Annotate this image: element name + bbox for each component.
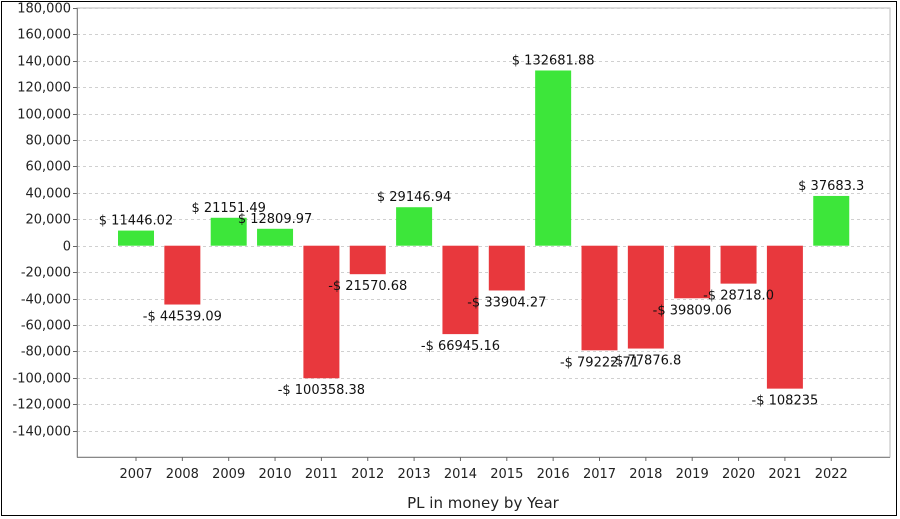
bar-2013 (396, 207, 433, 246)
y-tick-label: -20,000 (21, 266, 71, 281)
bar-2016 (535, 70, 572, 246)
data-label-2018: -$ 77876.8 (610, 354, 681, 369)
data-labels: $ 11446.02 -$ 44539.09 $ 21151.49$ 12809.9… (99, 53, 865, 408)
data-label-2009: $ 21151.49 (191, 201, 265, 216)
y-tick-label: -100,000 (13, 372, 71, 387)
data-label-2013: $ 29146.94 (377, 190, 451, 205)
y-tick-label: 20,000 (26, 213, 72, 228)
x-tick-label: 2022 (815, 467, 848, 482)
data-label-2010: $ 12809.97 (238, 212, 312, 227)
data-label-2016: $ 132681.88 (512, 53, 595, 68)
x-axis-title: PL in money by Year (407, 494, 560, 512)
bar-2020 (720, 245, 757, 284)
x-tick-label: 2013 (398, 467, 431, 482)
y-tick-label: 160,000 (17, 28, 71, 43)
x-tick-label: 2007 (119, 467, 152, 482)
data-label-2022: $ 37683.3 (798, 179, 864, 194)
data-label-2021: -$ 108235 (752, 394, 819, 409)
data-label-2011: -$ 100358.38 (278, 383, 365, 398)
y-tick-label: 60,000 (26, 160, 72, 175)
bar-2022 (813, 195, 850, 246)
x-tick-label: 2018 (629, 467, 662, 482)
bar-2008 (164, 245, 201, 305)
y-tick-label: 140,000 (17, 55, 71, 70)
y-tick-label: -80,000 (21, 345, 71, 360)
x-tick-label: 2019 (676, 467, 709, 482)
plot-area (76, 7, 891, 458)
grid-lines (76, 7, 891, 458)
data-label-2012: -$ 21570.68 (328, 279, 407, 294)
y-tick-label: -120,000 (13, 398, 71, 413)
bar-2021 (766, 245, 803, 389)
y-tick-label: 180,000 (17, 2, 71, 17)
y-tick-label: -140,000 (13, 425, 71, 440)
bar-2015 (488, 245, 525, 291)
data-label-2014: -$ 66945.16 (421, 339, 500, 354)
bar-2014 (442, 245, 479, 335)
bars (118, 70, 850, 389)
x-tick-label: 2012 (351, 467, 384, 482)
data-label-2015: -$ 33904.27 (467, 295, 546, 310)
x-tick-label: 2015 (490, 467, 523, 482)
data-label-2020: -$ 28718.0 (703, 289, 774, 304)
x-tick-label: 2021 (768, 467, 801, 482)
bar-2007 (118, 230, 154, 246)
data-label-2019: -$ 39809.06 (653, 303, 732, 318)
x-tick-label: 2016 (537, 467, 570, 482)
x-tick-label: 2008 (166, 467, 199, 482)
bar-2019 (674, 245, 711, 299)
x-tick-label: 2020 (722, 467, 755, 482)
data-label-2008: -$ 44539.09 (143, 310, 222, 325)
axes: 180,000 160,000 140,000 120,000 100,000 80,00… (13, 2, 890, 482)
bar-2012 (349, 245, 386, 275)
data-label-2017: -$ 79222.71 (560, 355, 639, 370)
data-label-2007: $ 11446.02 (99, 214, 173, 229)
bar-2018 (627, 245, 664, 349)
y-tick-label: 40,000 (26, 187, 72, 202)
x-tick-label: 2014 (444, 467, 477, 482)
y-tick-label: 80,000 (26, 134, 72, 149)
bar-2017 (581, 245, 618, 351)
x-tick-label: 2010 (259, 467, 292, 482)
x-tick-label: 2009 (212, 467, 245, 482)
bar-2009 (210, 217, 247, 246)
bar-2010 (257, 228, 294, 246)
x-tick-label: 2017 (583, 467, 616, 482)
y-tick-label: -40,000 (21, 293, 71, 308)
y-tick-label: 100,000 (17, 108, 71, 123)
bar-2011 (303, 245, 340, 379)
x-tick-label: 2011 (305, 467, 338, 482)
y-tick-label: -60,000 (21, 319, 71, 334)
y-tick-label: 120,000 (17, 81, 71, 96)
y-tick-label: 0 (63, 240, 71, 255)
